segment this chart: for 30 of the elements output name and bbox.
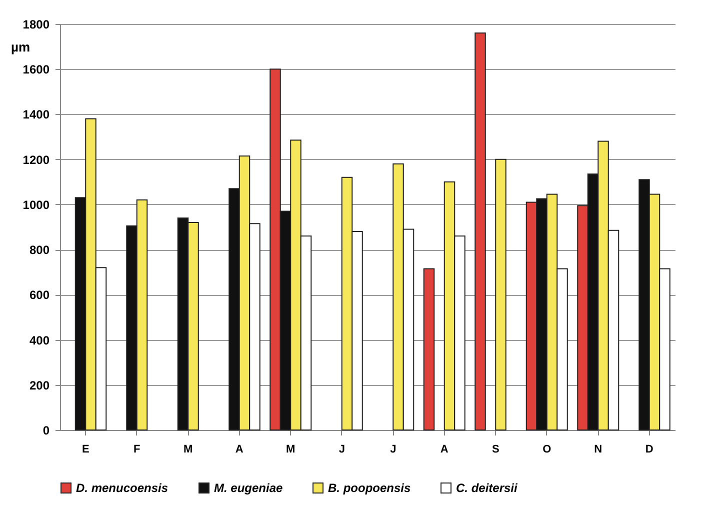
y-tick-label: 0: [42, 424, 50, 438]
y-tick-label: 600: [29, 288, 50, 302]
x-tick-label: E: [82, 444, 90, 456]
x-tick-label: N: [594, 444, 602, 456]
y-tick-label: 400: [29, 333, 50, 348]
y-tick-label: 1400: [22, 108, 50, 122]
x-tick-label: A: [440, 444, 448, 456]
y-tick-label: 200: [29, 378, 50, 392]
x-tick-label: J: [338, 444, 345, 456]
y-tick-label: 1200: [22, 152, 50, 167]
y-tick-label: 1800: [22, 18, 50, 32]
x-tick-label: M: [286, 444, 296, 456]
y-tick-label: 1000: [22, 198, 50, 212]
x-tick-label: J: [390, 444, 396, 456]
bar: [423, 268, 435, 430]
x-tick-label: A: [235, 444, 244, 456]
legend-label: D. menucoensis: [76, 481, 168, 495]
x-tick-label: O: [542, 444, 552, 456]
x-tick-label: F: [134, 444, 141, 456]
bar: [474, 32, 486, 430]
x-tick-label: D: [645, 444, 654, 456]
y-tick-label: 1600: [22, 62, 50, 77]
x-tick-label: S: [492, 444, 500, 456]
y-tick-label: 800: [29, 243, 50, 258]
legend-label: M. eugeniae: [214, 481, 284, 495]
legend-label: C. deitersii: [456, 481, 518, 495]
legend-label: B. poopoensis: [328, 481, 411, 495]
x-tick-label: M: [184, 444, 193, 456]
y-axis-title: µm: [10, 40, 30, 54]
bar: [495, 158, 506, 430]
